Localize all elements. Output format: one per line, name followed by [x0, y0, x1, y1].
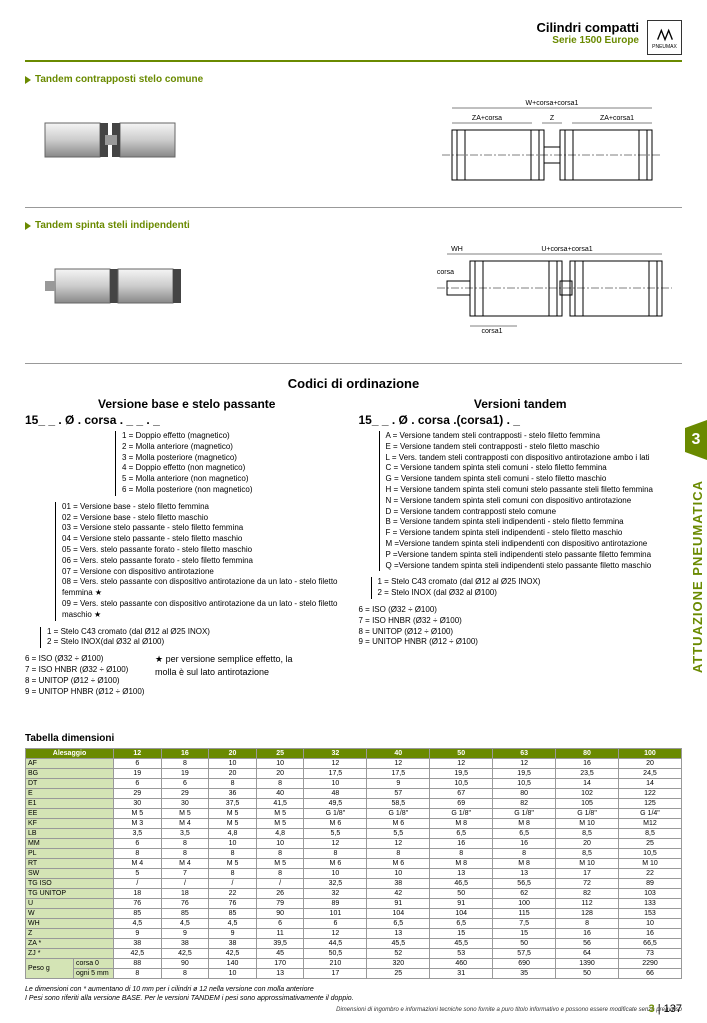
ordering-left-column: Versione base e stelo passante 15_ _ . Ø… [25, 397, 349, 719]
brand-logo: PNEUMAX [647, 20, 682, 55]
product-image-2 [25, 241, 205, 321]
section-title-2: Tandem spinta steli indipendenti [25, 220, 682, 231]
svg-text:ZA+corsa1: ZA+corsa1 [600, 115, 634, 122]
ordering-right-column: Versioni tandem 15_ _ . Ø . corsa .(cors… [359, 397, 683, 719]
table-title: Tabella dimensioni [25, 733, 682, 744]
dimensions-table: Alesaggio121620253240506380100 AF6810101… [25, 748, 682, 979]
product-image-1 [25, 95, 205, 175]
section-label-vertical: ATTUAZIONE PNEUMATICA [690, 480, 705, 673]
header: Cilindri compatti Serie 1500 Europe PNEU… [25, 20, 682, 55]
svg-text:ZA+corsa: ZA+corsa [472, 115, 502, 122]
divider [25, 207, 682, 208]
divider [25, 363, 682, 364]
page-title: Cilindri compatti [536, 20, 639, 35]
technical-diagram-2: WH U+corsa+corsa1 corsa corsa1 [225, 241, 682, 351]
page-subtitle: Serie 1500 Europe [536, 35, 639, 46]
divider [25, 60, 682, 62]
svg-text:corsa: corsa [437, 269, 454, 276]
svg-text:WH: WH [451, 246, 463, 253]
svg-text:W+corsa+corsa1: W+corsa+corsa1 [526, 100, 579, 107]
footnote: Le dimensioni con * aumentano di 10 mm p… [25, 985, 682, 1003]
footer-disclaimer: Dimensioni di ingombro e informazioni te… [25, 1007, 682, 1013]
svg-text:Z: Z [550, 115, 555, 122]
section-title-1: Tandem contrapposti stelo comune [25, 74, 682, 85]
svg-text:U+corsa+corsa1: U+corsa+corsa1 [541, 246, 592, 253]
ordering-title: Codici di ordinazione [25, 376, 682, 391]
svg-text:corsa1: corsa1 [481, 328, 502, 335]
technical-diagram-1: W+corsa+corsa1 ZA+corsa Z ZA+corsa1 [225, 95, 682, 195]
page-number: 3 | 137 [649, 1003, 682, 1015]
